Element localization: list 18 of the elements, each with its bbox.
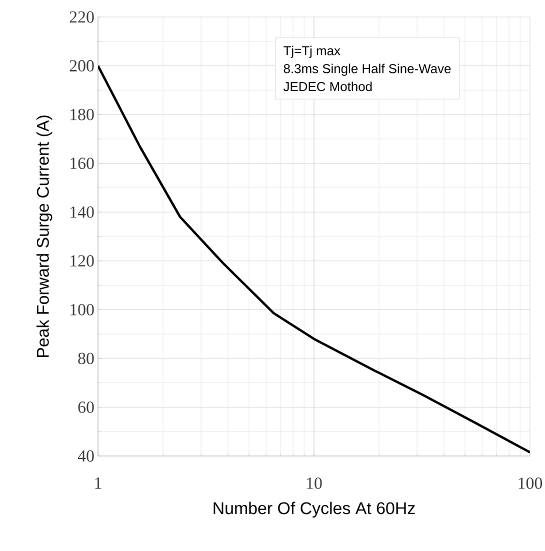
x-tick-label: 1 bbox=[95, 478, 102, 489]
y-tick-label: 60 bbox=[78, 402, 94, 413]
y-tick-label: 180 bbox=[70, 108, 94, 120]
x-tick-label: 10 bbox=[307, 478, 322, 489]
y-tick-label: 160 bbox=[70, 158, 94, 170]
y-tick-label: 80 bbox=[78, 352, 94, 364]
x-axis-title: Number Of Cycles At 60Hz bbox=[214, 502, 415, 518]
annotation: 8.3ms Single Half Sine-Wave bbox=[284, 64, 451, 76]
y-tick-label: 140 bbox=[70, 206, 94, 218]
y-axis-title: Peak Forward Surge Current (A) bbox=[36, 116, 52, 357]
y-tick-label: 40 bbox=[78, 450, 94, 462]
y-tick-label: 220 bbox=[70, 11, 94, 23]
y-tick-label: 100 bbox=[70, 304, 94, 316]
x-tick-label: 100 bbox=[518, 478, 542, 489]
annotation: JEDEC Mothod bbox=[283, 82, 372, 92]
y-tick-label: 120 bbox=[70, 255, 94, 267]
y-tick-label: 200 bbox=[70, 60, 94, 72]
annotation: Tj=Tj max bbox=[284, 46, 340, 58]
